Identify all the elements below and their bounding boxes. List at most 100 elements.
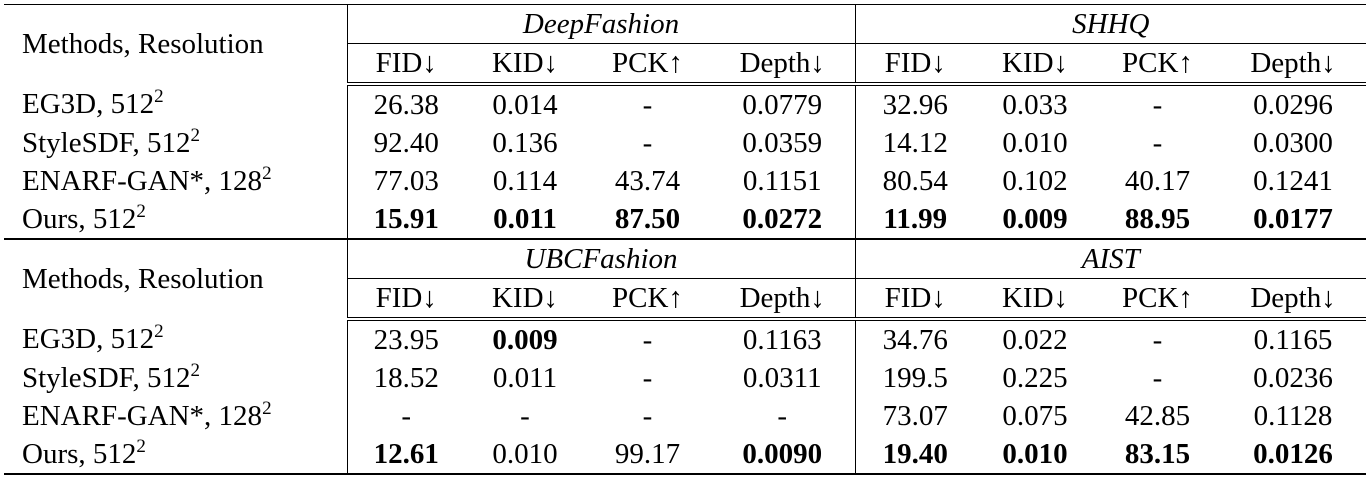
value-cell: 0.0359 — [710, 124, 856, 162]
value-cell: 19.40 — [855, 435, 975, 475]
data-row: Ours, 5122 12.61 0.010 99.17 0.0090 19.40 0.01… — [4, 435, 1367, 475]
value-cell: 40.17 — [1124, 164, 1191, 197]
metric-header: KID↓ — [975, 278, 1095, 321]
metric-header: PCK↑ — [1095, 43, 1220, 86]
value-cell: 34.76 — [882, 323, 948, 356]
resolution-exponent: 2 — [154, 85, 164, 107]
value-cell: - — [520, 399, 530, 432]
value-cell: 0.0296 — [1253, 88, 1333, 121]
value-cell: - — [710, 397, 856, 435]
value-cell: 0.0779 — [710, 84, 856, 124]
method-name: ENARF-GAN*, 128 — [22, 399, 263, 432]
metric-header: Depth↓ — [1220, 278, 1367, 321]
value-cell: 18.52 — [373, 361, 439, 394]
value-cell: 0.010 — [465, 435, 585, 475]
value-cell: 0.0311 — [710, 359, 856, 397]
value-cell: 12.61 — [347, 435, 465, 475]
dataset-header: SHHQ — [855, 4, 1367, 44]
method-name: Ours, 512 — [22, 202, 137, 235]
value-cell: 0.0300 — [1253, 126, 1333, 159]
results-table: Methods, Resolution DeepFashion SHHQ FID↓ KI… — [4, 4, 1367, 475]
method-name: EG3D, 512 — [22, 87, 155, 120]
metric-header: KID↓ — [465, 278, 585, 321]
metric-header: FID↓ — [347, 43, 465, 86]
method-cell: EG3D, 5122 — [4, 84, 348, 124]
resolution-exponent: 2 — [190, 124, 201, 146]
value-cell: 73.07 — [882, 399, 948, 432]
value-cell: 0.1241 — [1253, 164, 1333, 197]
value-cell: - — [1152, 361, 1163, 394]
method-cell: EG3D, 5122 — [4, 319, 348, 359]
method-cell: ENARF-GAN*, 1282 — [4, 397, 348, 435]
metric-header: Depth↓ — [710, 278, 856, 321]
metric-header: KID↓ — [465, 43, 585, 86]
metric-header: KID↓ — [975, 43, 1095, 86]
method-name: EG3D, 512 — [22, 322, 155, 355]
value-cell: 26.38 — [373, 88, 439, 121]
value-cell: 0.225 — [1002, 361, 1068, 394]
data-row: StyleSDF, 5122 18.52 0.011 - 0.0311 199.5 0.22… — [4, 359, 1366, 397]
methods-header: Methods, Resolution — [4, 239, 348, 319]
value-cell: 83.15 — [1095, 435, 1220, 475]
data-row: ENARF-GAN*, 1282- - - -73.07 0.075 42.85 0.112… — [4, 397, 1366, 435]
value-cell: - — [642, 399, 653, 432]
value-cell: 0.010 — [975, 435, 1095, 475]
value-cell: 0.114 — [492, 164, 558, 197]
value-cell: - — [1152, 323, 1163, 356]
resolution-exponent: 2 — [154, 320, 164, 342]
value-cell: 43.74 — [614, 164, 681, 197]
value-cell: 80.54 — [882, 164, 948, 197]
value-cell: 15.91 — [347, 200, 465, 240]
value-cell: 14.12 — [882, 126, 948, 159]
value-cell: 77.03 — [373, 164, 439, 197]
value-cell: 0.022 — [1002, 323, 1068, 356]
value-cell: 0.0236 — [1253, 361, 1333, 394]
value-cell: 0.136 — [492, 126, 558, 159]
method-name: ENARF-GAN*, 128 — [22, 164, 263, 197]
method-name: StyleSDF, 512 — [22, 361, 191, 394]
resolution-exponent: 2 — [190, 359, 201, 381]
value-cell: 99.17 — [585, 435, 710, 475]
value-cell: 92.40 — [373, 126, 439, 159]
resolution-exponent: 2 — [262, 397, 272, 419]
value-cell: 0.102 — [1002, 164, 1068, 197]
value-cell: 0.1163 — [710, 319, 856, 359]
method-name: Ours, 512 — [22, 437, 137, 470]
value-cell: 11.99 — [855, 200, 975, 240]
value-cell: - — [642, 126, 653, 159]
metric-row: FID↓ KID↓ PCK↑ Depth↓ FID↓ KID↓ PCK↑ Depth↓ — [4, 43, 1367, 86]
header-row: Methods, Resolution UBCFashion AIST — [4, 239, 1367, 319]
metric-header: Depth↓ — [710, 43, 856, 86]
value-cell: 0.0126 — [1220, 435, 1367, 475]
metric-header: PCK↑ — [585, 43, 710, 86]
value-cell: 0.1165 — [1253, 323, 1333, 356]
metric-header: Depth↓ — [1220, 43, 1367, 86]
value-cell: 0.009 — [975, 200, 1095, 240]
value-cell: 0.011 — [465, 200, 585, 240]
value-cell: 0.014 — [492, 88, 558, 121]
value-cell: 23.95 — [373, 323, 439, 356]
value-cell: 0.075 — [1002, 399, 1068, 432]
value-cell: - — [1152, 126, 1163, 159]
value-cell: 0.1151 — [710, 162, 856, 200]
data-row: StyleSDF, 5122 92.40 0.136 - 0.0359 14.12 0.01… — [4, 124, 1366, 162]
dataset-header: DeepFashion — [347, 4, 856, 44]
value-cell: 0.0272 — [710, 200, 856, 240]
value-cell: 42.85 — [1124, 399, 1191, 432]
value-cell: 88.95 — [1095, 200, 1220, 240]
method-cell: Ours, 5122 — [4, 435, 348, 475]
value-cell: - — [642, 323, 653, 356]
metric-header: PCK↑ — [585, 278, 710, 321]
value-cell: 87.50 — [585, 200, 710, 240]
value-cell: - — [642, 361, 653, 394]
metric-header: FID↓ — [855, 278, 975, 321]
metric-header: PCK↑ — [1095, 278, 1220, 321]
value-cell: - — [401, 399, 412, 432]
data-row: ENARF-GAN*, 1282 77.03 0.114 43.74 0.1151 80.… — [4, 162, 1366, 200]
value-cell: 0.1128 — [1253, 399, 1333, 432]
metric-row: FID↓ KID↓ PCK↑ Depth↓ FID↓ KID↓ PCK↑ Depth↓ — [4, 278, 1367, 321]
value-cell: 32.96 — [882, 88, 948, 121]
method-cell: StyleSDF, 5122 — [4, 359, 348, 397]
value-cell: 0.0177 — [1220, 200, 1367, 240]
value-cell: 0.033 — [1002, 88, 1068, 121]
